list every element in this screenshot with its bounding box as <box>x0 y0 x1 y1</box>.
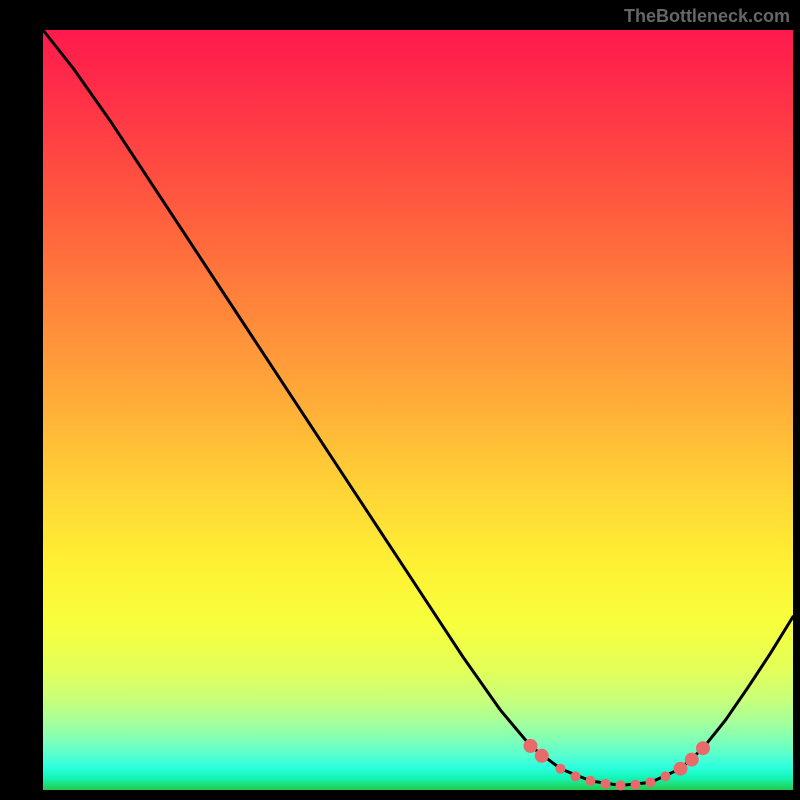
marker-point <box>571 771 581 781</box>
marker-point <box>556 764 566 774</box>
marker-point <box>524 739 538 753</box>
marker-point <box>646 777 656 787</box>
plot-background <box>43 30 793 790</box>
watermark-text: TheBottleneck.com <box>624 6 790 27</box>
chart-plot-svg <box>43 30 793 790</box>
marker-point <box>601 779 611 789</box>
marker-point <box>616 780 626 790</box>
marker-point <box>685 753 699 767</box>
chart-container: TheBottleneck.com <box>0 0 800 800</box>
marker-point <box>535 749 549 763</box>
marker-point <box>586 776 596 786</box>
marker-point <box>661 771 671 781</box>
marker-point <box>674 762 688 776</box>
marker-point <box>696 741 710 755</box>
marker-point <box>631 780 641 790</box>
